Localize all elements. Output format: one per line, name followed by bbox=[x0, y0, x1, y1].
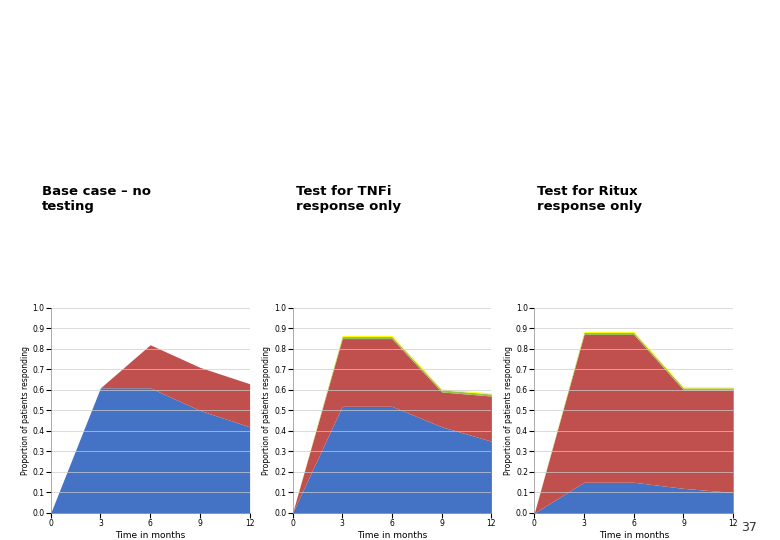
Text: 37: 37 bbox=[741, 521, 757, 534]
Text: Base case – no
testing: Base case – no testing bbox=[42, 185, 151, 213]
Y-axis label: Proportion of patients responding: Proportion of patients responding bbox=[262, 346, 271, 475]
Y-axis label: Proportion of patients responding: Proportion of patients responding bbox=[20, 346, 30, 475]
Text: of Glasgow: of Glasgow bbox=[70, 62, 139, 75]
Y-axis label: Proportion of patients responding: Proportion of patients responding bbox=[504, 346, 513, 475]
Text: Test for Ritux
response only: Test for Ritux response only bbox=[537, 185, 643, 213]
X-axis label: Time in months: Time in months bbox=[598, 531, 669, 540]
Text: Stage 4 – develop quantitative model: Stage 4 – develop quantitative model bbox=[213, 144, 590, 161]
X-axis label: Time in months: Time in months bbox=[356, 531, 427, 540]
Text: University: University bbox=[70, 29, 141, 43]
Text: Institute of Health: Institute of Health bbox=[234, 28, 335, 38]
Text: Test for TNFi
response only: Test for TNFi response only bbox=[296, 185, 401, 213]
X-axis label: Time in months: Time in months bbox=[115, 531, 186, 540]
Text: & Wellbeing: & Wellbeing bbox=[234, 61, 301, 71]
